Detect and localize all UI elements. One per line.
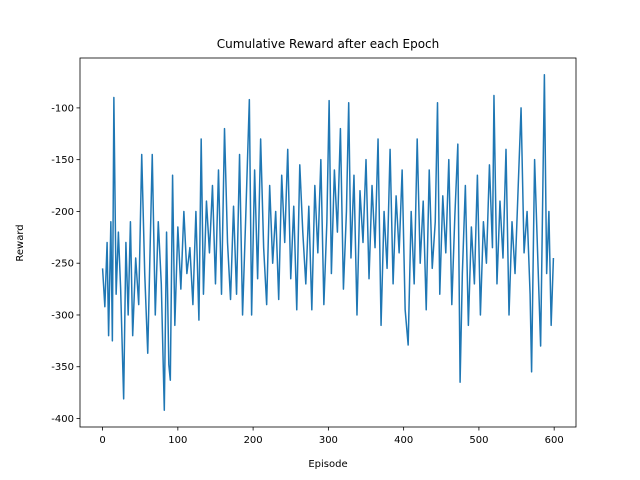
x-tick-label: 300 <box>319 435 338 446</box>
y-tick-label: -300 <box>51 310 74 321</box>
y-tick-label: -100 <box>51 103 74 114</box>
y-tick-label: -350 <box>51 362 74 373</box>
y-tick-label: -400 <box>51 414 74 425</box>
x-axis-label: Episode <box>308 459 347 470</box>
chart-title: Cumulative Reward after each Epoch <box>217 37 440 51</box>
x-tick-label: 500 <box>469 435 488 446</box>
x-tick-label: 600 <box>545 435 564 446</box>
y-tick-label: -200 <box>51 207 74 218</box>
data-line <box>101 74 555 411</box>
plot-frame <box>79 57 577 428</box>
x-tick-label: 400 <box>394 435 413 446</box>
x-tick-label: 0 <box>99 435 105 446</box>
y-axis-label: Reward <box>15 224 26 261</box>
y-tick-label: -250 <box>51 259 74 270</box>
x-tick-label: 200 <box>244 435 263 446</box>
x-tick-label: 100 <box>168 435 187 446</box>
y-tick-label: -150 <box>51 155 74 166</box>
